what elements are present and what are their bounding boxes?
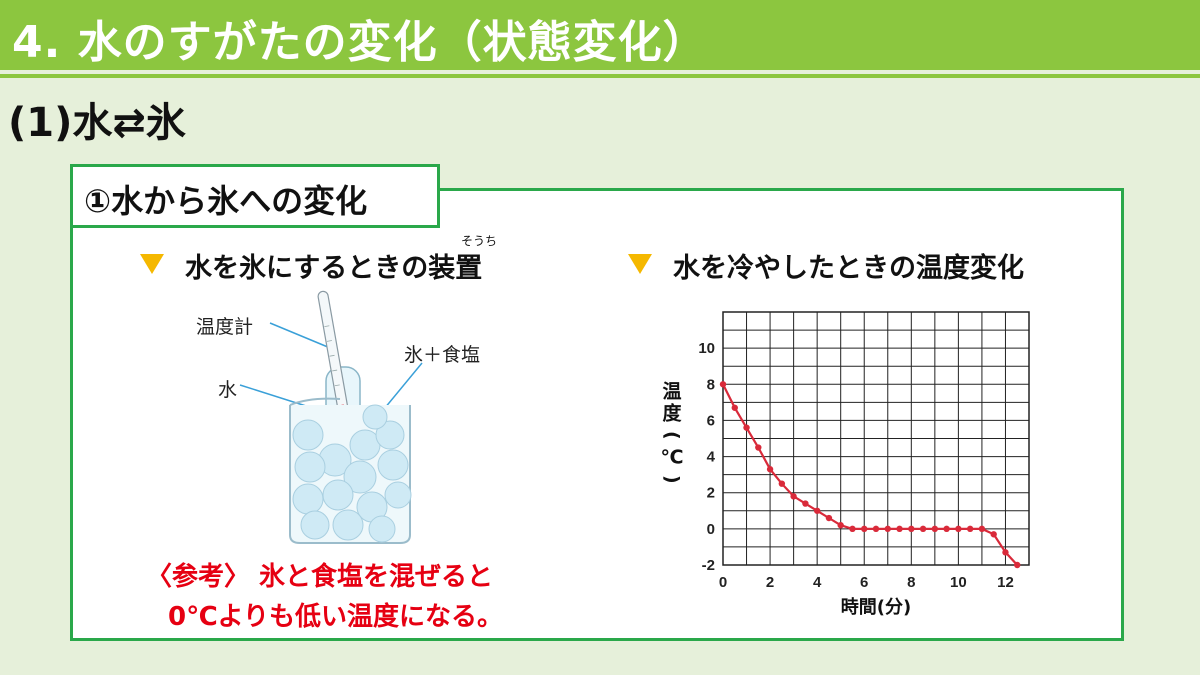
data-point (896, 525, 903, 533)
apparatus-illustration (239, 290, 423, 544)
data-point (884, 525, 891, 533)
chart-heading: 水を冷やしたときの温度変化 (673, 253, 1024, 284)
data-point (861, 525, 868, 533)
triangle-marker-icon (628, 254, 652, 274)
data-point (966, 525, 974, 533)
panel-tab-label: ①水から氷への変化 (84, 182, 368, 220)
data-point (825, 514, 833, 522)
y-tick-label: 0 (707, 521, 715, 538)
section-subtitle: (1)水⇄氷 (8, 100, 186, 146)
data-point (955, 525, 962, 533)
x-tick-label: 12 (997, 574, 1014, 591)
data-point (755, 444, 762, 451)
thermometer-label: 温度計 (196, 316, 254, 338)
y-axis-label-char: 温 (662, 380, 681, 402)
x-tick-label: 6 (860, 574, 868, 591)
title-bar (0, 0, 1200, 70)
x-tick-label: 8 (907, 574, 915, 591)
ice-salt-label: 氷＋食塩 (404, 344, 481, 366)
data-point (908, 525, 915, 533)
data-point (978, 525, 986, 533)
panel-tab (70, 164, 440, 228)
ice-cubes (292, 404, 412, 543)
y-axis-label-char: ( (661, 431, 683, 440)
water-label: 水 (218, 379, 238, 401)
data-point (1002, 549, 1009, 556)
x-tick-label: 2 (766, 574, 774, 591)
thermometer-leader-line (269, 322, 336, 351)
data-point (943, 525, 950, 533)
y-tick-label: 4 (707, 449, 716, 466)
data-point (790, 493, 797, 500)
apparatus-heading: 水を氷にするときの装置 (185, 253, 483, 284)
data-point (872, 525, 880, 533)
data-point (919, 525, 927, 533)
data-point (802, 500, 809, 507)
x-axis-label: 時間(分) (841, 597, 911, 618)
x-tick-label: 0 (719, 574, 727, 591)
data-point (731, 404, 738, 411)
x-tick-label: 10 (950, 574, 967, 591)
data-point (813, 507, 821, 514)
title-divider (0, 74, 1200, 78)
y-axis-label-char: 度 (662, 401, 682, 424)
y-tick-label: 2 (707, 485, 715, 502)
y-tick-label: 6 (707, 412, 715, 429)
data-point (837, 522, 844, 529)
apparatus-ruby: そうち (461, 234, 498, 248)
x-tick-label: 4 (813, 574, 822, 591)
data-point (778, 480, 786, 487)
note-line-1: 〈参考〉 氷と食塩を混ぜると (146, 562, 494, 592)
data-point (743, 424, 750, 431)
data-point (849, 525, 856, 533)
note-line-2: 0℃よりも低い温度になる。 (168, 602, 504, 632)
y-axis-label-char: ) (661, 475, 683, 484)
data-point (766, 466, 774, 473)
y-tick-label: 8 (707, 376, 715, 393)
y-axis-label-char: ℃ (660, 446, 683, 468)
triangle-marker-icon (140, 254, 164, 274)
page-title: 4. 水のすがたの変化（状態変化） (12, 17, 708, 68)
data-point (931, 525, 939, 533)
data-point (990, 531, 997, 538)
y-tick-label: -2 (702, 557, 715, 574)
data-point (719, 381, 727, 388)
y-tick-label: 10 (698, 340, 715, 357)
data-point (1014, 561, 1021, 569)
